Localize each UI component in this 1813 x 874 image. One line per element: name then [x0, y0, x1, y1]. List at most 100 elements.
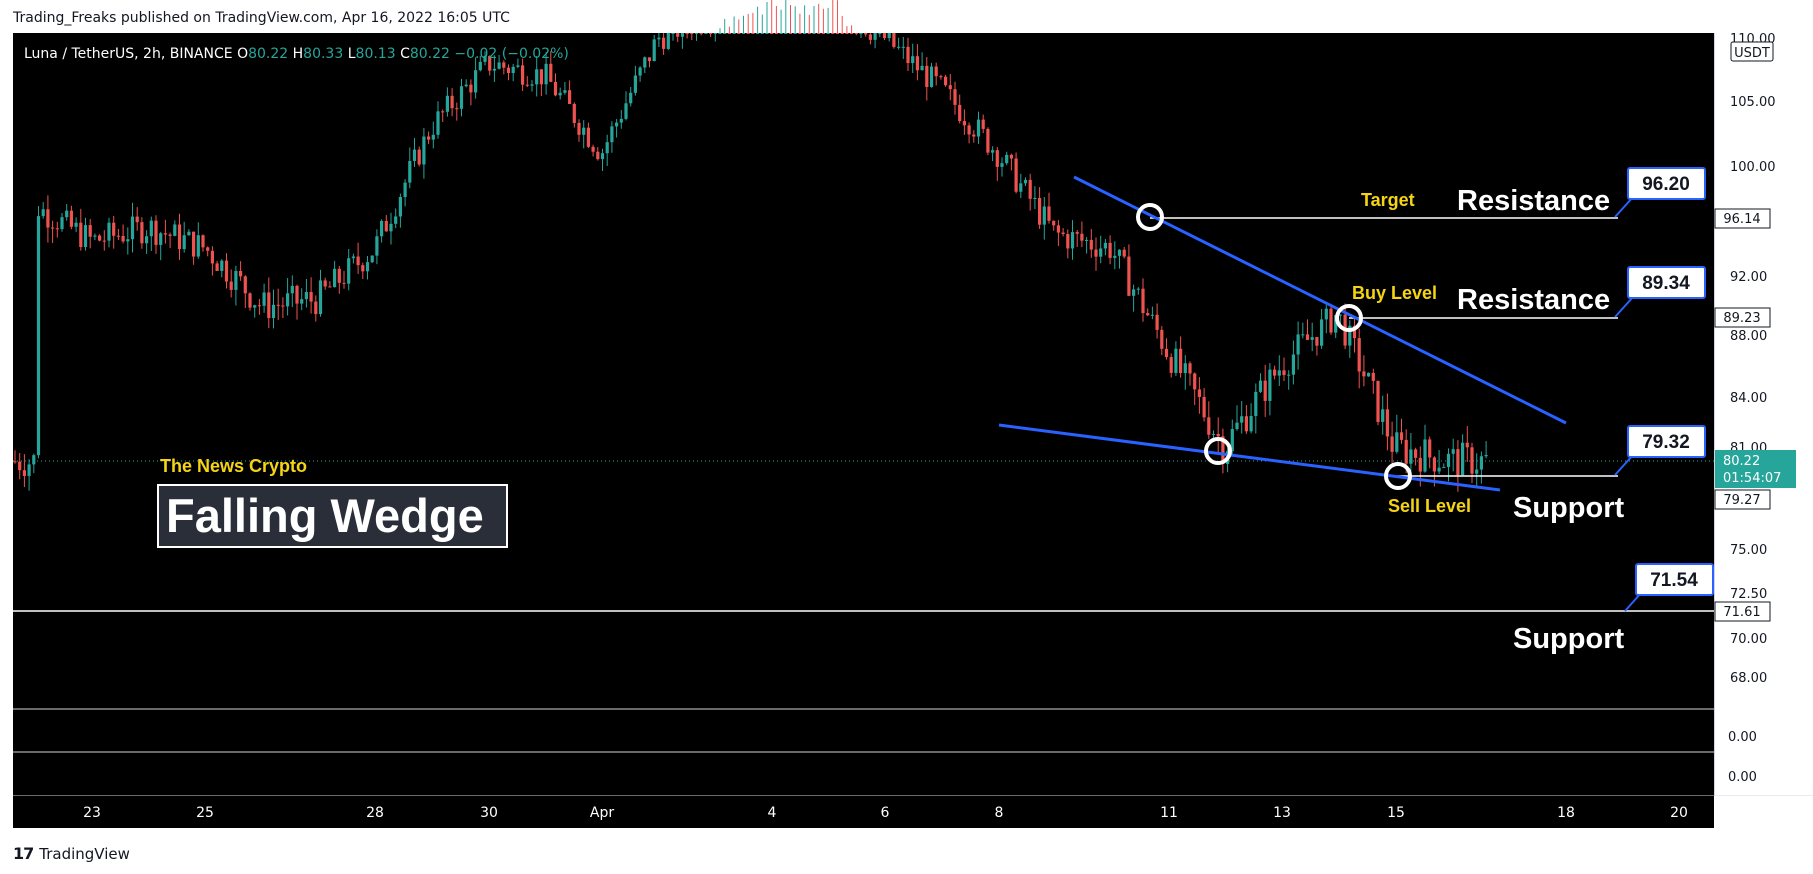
candle-body [774, 33, 778, 34]
candle-body [187, 231, 191, 236]
candle-body [610, 126, 614, 143]
candle-body [1240, 416, 1244, 423]
candle-body [1197, 389, 1201, 397]
candle-body [563, 90, 567, 93]
candle-body [817, 33, 821, 34]
candle-body [1108, 242, 1112, 258]
candle-body [417, 149, 421, 165]
candle-body [972, 134, 976, 137]
candle-body [850, 33, 854, 34]
candle-body [1047, 206, 1051, 221]
callout-89: 89.34 [1614, 266, 1706, 318]
candle-body [412, 149, 417, 161]
support-label: Support [1513, 623, 1624, 655]
symbol-name: Luna / TetherUS, 2h, BINANCE [24, 46, 233, 62]
candle-body [1113, 255, 1117, 258]
candle-body [276, 304, 280, 306]
candle-body [177, 224, 182, 250]
candle-body [662, 37, 666, 49]
candle-body [450, 95, 454, 109]
candle-body [1094, 249, 1098, 257]
tradingview-brand[interactable]: 17 TradingView [13, 844, 130, 863]
candle-body [356, 256, 360, 266]
level-tag [1714, 489, 1771, 510]
callout-71: 71.54 [1624, 563, 1714, 612]
brand-name: TradingView [39, 844, 130, 863]
target-label: Target [1361, 190, 1415, 210]
low-label: L [347, 46, 356, 62]
candle-body [643, 57, 647, 68]
wedge-upper-trendline [1073, 175, 1567, 425]
candle-body [215, 263, 219, 271]
chart-pane[interactable] [13, 33, 1714, 828]
candle-body [732, 33, 736, 34]
candle-body [1291, 354, 1295, 375]
level-tag-value: 96.14 [1723, 212, 1760, 227]
candle-body [1146, 313, 1150, 316]
candle-body [455, 108, 459, 110]
x-tick-label: 13 [1273, 805, 1291, 821]
candle-body [948, 85, 952, 90]
candle-body [1329, 308, 1333, 333]
candle-body [976, 119, 981, 137]
candle-body [69, 210, 73, 227]
candle-body [1461, 442, 1465, 476]
candle-body [591, 146, 595, 152]
candle-body [680, 33, 684, 37]
callout-79: 79.32 [1614, 425, 1706, 476]
candle-body [13, 461, 17, 463]
buy-level-label: Buy Level [1352, 283, 1437, 303]
x-tick-label: 28 [366, 805, 384, 821]
candle-body [93, 235, 97, 237]
candle-body [1117, 249, 1122, 256]
candle-body [1479, 456, 1483, 470]
candle-body [27, 464, 31, 476]
candle-body [1019, 183, 1023, 192]
candle-body [835, 33, 840, 34]
candle-body [1423, 439, 1427, 472]
candle-body [1475, 469, 1479, 474]
candle-body [173, 224, 177, 236]
symbol-legend[interactable]: Luna / TetherUS, 2h, BINANCE O80.22 H80.… [24, 46, 569, 62]
candle-body [1254, 391, 1258, 416]
candle-body [1320, 319, 1324, 346]
candle-body [953, 89, 957, 105]
candle-body [304, 291, 308, 300]
price-axis[interactable] [1714, 33, 1813, 828]
candle-body [18, 461, 22, 471]
candle-body [375, 236, 379, 256]
candle-body [577, 122, 581, 135]
candle-body [765, 33, 769, 34]
candle-body [1399, 432, 1404, 440]
candle-body [746, 33, 750, 34]
candle-body [934, 66, 938, 77]
candle-body [995, 150, 999, 167]
candle-body [126, 239, 130, 242]
candle-body [981, 119, 985, 129]
candle-body [600, 153, 605, 160]
candle-body [760, 33, 764, 34]
candle-body [243, 276, 247, 294]
candle-body [1127, 256, 1131, 296]
candle-body [854, 33, 858, 34]
x-tick-label: 18 [1557, 805, 1575, 821]
level-tag-value: 79.27 [1723, 493, 1760, 508]
candle-body [1268, 369, 1272, 401]
candle-body [51, 227, 55, 229]
y-tick-label: 88.00 [1730, 329, 1767, 344]
candle-body [1122, 249, 1126, 257]
candle-body [1310, 337, 1314, 340]
wedge-lower-trendline [998, 423, 1501, 492]
x-tick-label: 25 [196, 805, 214, 821]
y-tick-label: 92.00 [1730, 270, 1767, 285]
candle-body [130, 216, 135, 240]
resistance-label: Resistance [1457, 284, 1610, 316]
candle-body [967, 125, 971, 135]
candle-body [821, 33, 825, 34]
candle-body [1230, 429, 1234, 452]
candle-body [1066, 234, 1070, 249]
candle-body [210, 250, 214, 264]
candle-body [488, 55, 492, 71]
publisher-header: Trading_Freaks published on TradingView.… [13, 10, 510, 26]
